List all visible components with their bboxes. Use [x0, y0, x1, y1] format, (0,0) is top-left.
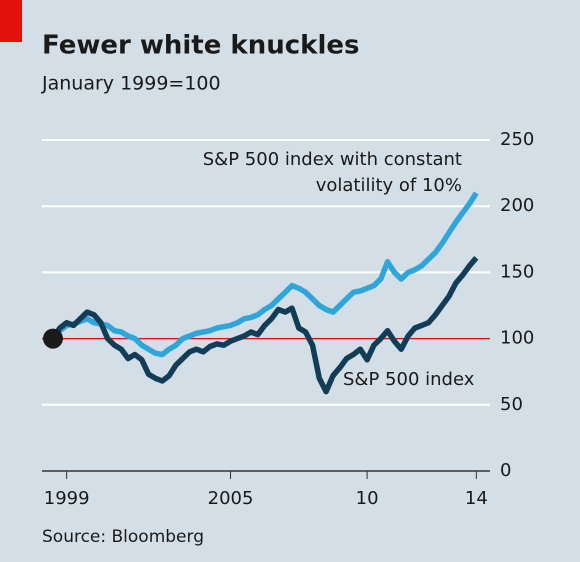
chart-subtitle: January 1999=100: [41, 73, 221, 95]
red-tag: [0, 0, 22, 42]
y-tick-label: 100: [500, 328, 534, 349]
chart-title: Fewer white knuckles: [42, 31, 359, 61]
source: Source: Bloomberg: [42, 527, 204, 547]
annotation: S&P 500 index: [343, 369, 475, 390]
y-tick-label: 200: [500, 195, 534, 216]
series-line: [50, 191, 479, 358]
y-tick-label: 0: [500, 460, 511, 481]
x-tick-label: 14: [465, 488, 488, 509]
x-tick-label: 1999: [44, 488, 90, 509]
annotation: volatility of 10%: [316, 175, 462, 196]
series-line: [50, 256, 479, 395]
y-tick-label: 50: [500, 394, 523, 415]
x-tick-label: 2005: [208, 488, 254, 509]
y-tick-label: 150: [500, 261, 534, 282]
annotation: S&P 500 index with constant: [203, 149, 462, 170]
y-tick-label: 250: [500, 129, 534, 150]
base-dot: [43, 328, 63, 349]
x-tick-label: 10: [356, 488, 379, 509]
